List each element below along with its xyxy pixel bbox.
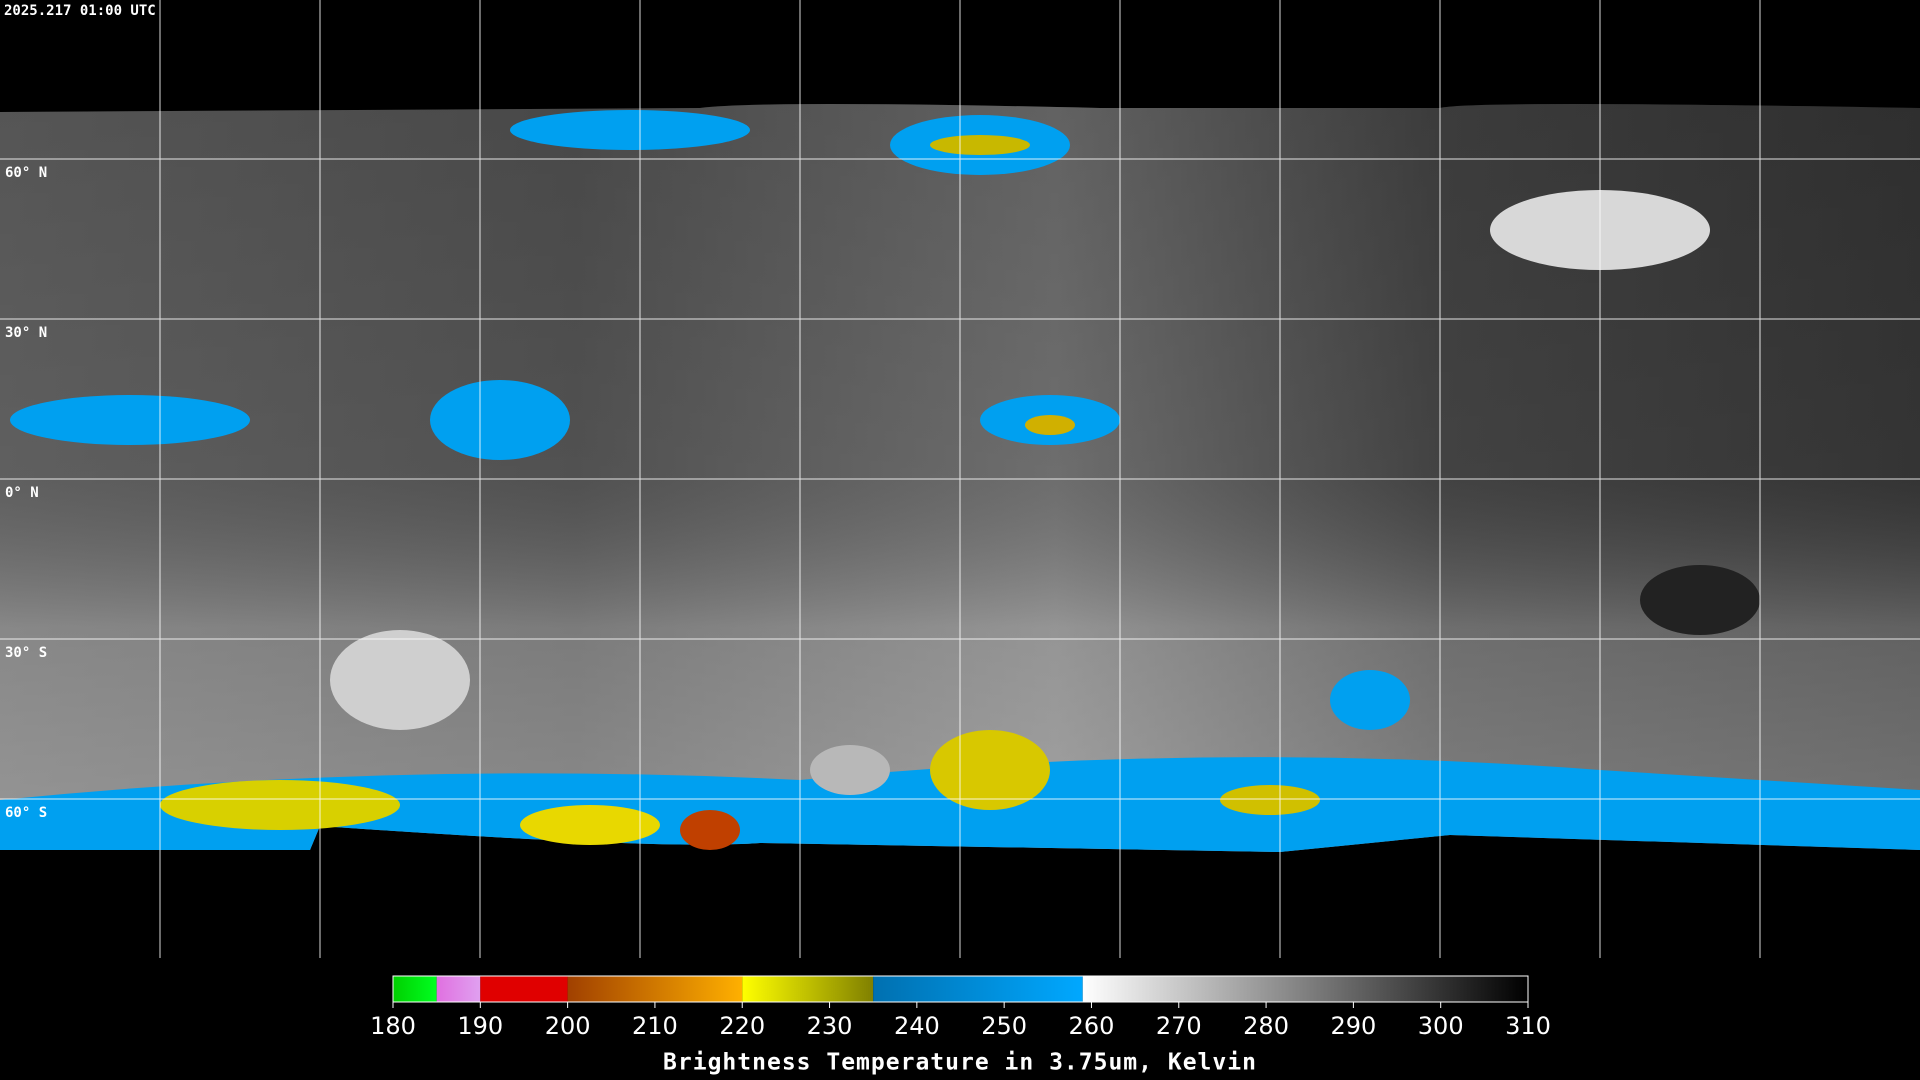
colorbar-tick-label: 250 [981, 1012, 1027, 1040]
graticule [0, 0, 1920, 958]
colorbar-segment [1082, 976, 1528, 1002]
colorbar-tick-label: 290 [1330, 1012, 1376, 1040]
colorbar-segment [742, 976, 874, 1002]
colorbar-tick-label: 200 [545, 1012, 591, 1040]
colorbar-tick-label: 280 [1243, 1012, 1289, 1040]
latitude-label: 30° S [5, 645, 47, 661]
colorbar-tick-label: 310 [1505, 1012, 1551, 1040]
colorbar-segment [480, 976, 568, 1002]
colorbar-tick-label: 300 [1418, 1012, 1464, 1040]
colorbar-segment [393, 976, 437, 1002]
colorbar-title: Brightness Temperature in 3.75um, Kelvin [663, 1050, 1257, 1076]
colorbar-segment [436, 976, 481, 1002]
colorbar: 180 190 200 210 220 230 240 250 260 270 280 290 300 3… [370, 975, 1551, 1040]
latitude-label: 60° S [5, 805, 47, 821]
colorbar-tick-label: 190 [457, 1012, 503, 1040]
latitude-label: 30° N [5, 325, 47, 341]
colorbar-tick-label: 260 [1069, 1012, 1115, 1040]
colorbar-tick-label: 180 [370, 1012, 416, 1040]
colorbar-frame [392, 975, 1529, 1003]
timestamp: 2025.217 01:00 UTC [4, 3, 156, 19]
colorbar-segment [873, 976, 1083, 1002]
latitude-label: 60° N [5, 165, 47, 181]
latitude-labels: 60° N 30° N 0° N 30° S 60° S [5, 165, 47, 821]
colorbar-tick-label: 240 [894, 1012, 940, 1040]
colorbar-segment [567, 976, 743, 1002]
latitude-label: 0° N [5, 485, 39, 501]
colorbar-tick-label: 220 [719, 1012, 765, 1040]
colorbar-tick-label: 210 [632, 1012, 678, 1040]
colorbar-tick-label: 270 [1156, 1012, 1202, 1040]
colorbar-tick-label: 230 [807, 1012, 853, 1040]
